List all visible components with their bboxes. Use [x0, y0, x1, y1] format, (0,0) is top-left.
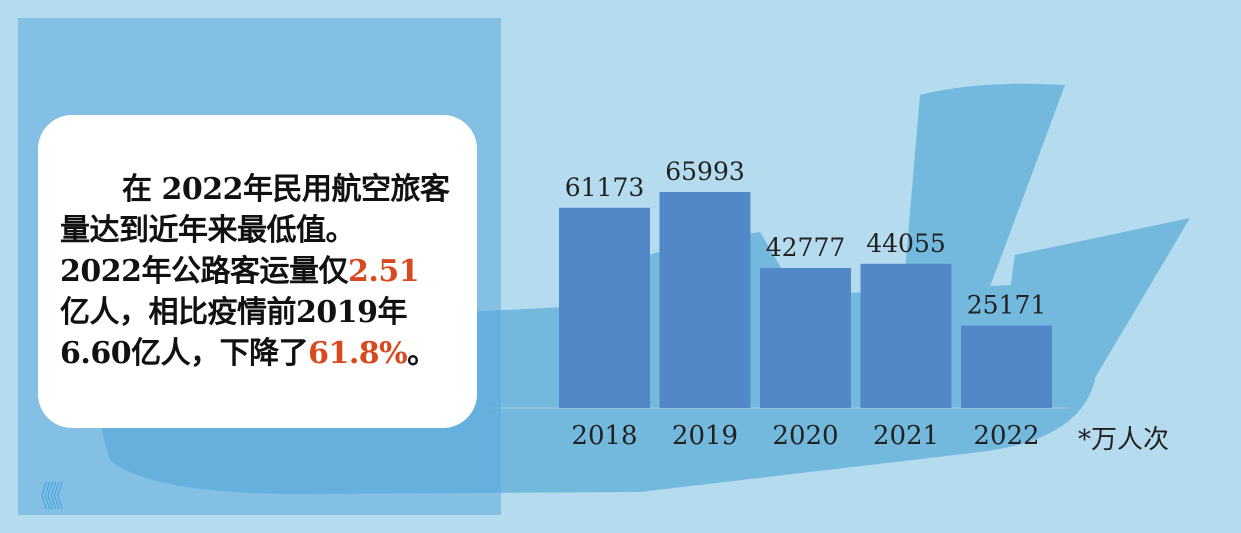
summary-line-1: 在 2022年民用航空旅客 — [122, 172, 450, 207]
decline-percent-highlight: 61.8% — [308, 336, 408, 371]
summary-card: 在 2022年民用航空旅客 量达到近年来最低值。 2022年公路客运量仅2.51… — [38, 115, 477, 428]
summary-line-5-end: 。 — [407, 336, 437, 371]
chevron-left-icon: 《《《 — [30, 480, 64, 515]
category-label-2019: 2019 — [672, 421, 738, 451]
value-label-2020: 42777 — [766, 233, 846, 262]
category-label-2022: 2022 — [973, 421, 1039, 451]
category-label-2020: 2020 — [772, 421, 838, 451]
highway-volume-highlight: 2.51 — [348, 254, 420, 289]
summary-line-5-text: 6.60亿人，下降了 — [60, 336, 309, 371]
bar-2018 — [559, 207, 650, 408]
category-label-2018: 2018 — [571, 421, 637, 451]
bar-2021 — [860, 263, 952, 408]
summary-line-5: 6.60亿人，下降了61.8%。 — [60, 333, 470, 374]
value-label-2022: 25171 — [967, 291, 1047, 320]
bar-2019 — [659, 192, 751, 408]
bar-2020 — [760, 267, 851, 408]
summary-line-3-text: 2022年公路客运量仅 — [60, 254, 349, 289]
value-label-2018: 61173 — [565, 173, 645, 202]
value-label-2019: 65993 — [665, 157, 745, 186]
unit-label: *万人次 — [1078, 425, 1170, 455]
value-label-2021: 44055 — [866, 229, 946, 258]
summary-line-2: 量达到近年来最低值。 — [60, 213, 356, 248]
summary-line-3: 2022年公路客运量仅2.51 — [60, 251, 470, 292]
summary-line-4: 亿人，相比疫情前2019年 — [60, 295, 408, 330]
bar-2022 — [961, 325, 1052, 408]
summary-text: 在 2022年民用航空旅客 量达到近年来最低值。 2022年公路客运量仅2.51… — [60, 169, 470, 374]
category-label-2021: 2021 — [873, 421, 939, 451]
